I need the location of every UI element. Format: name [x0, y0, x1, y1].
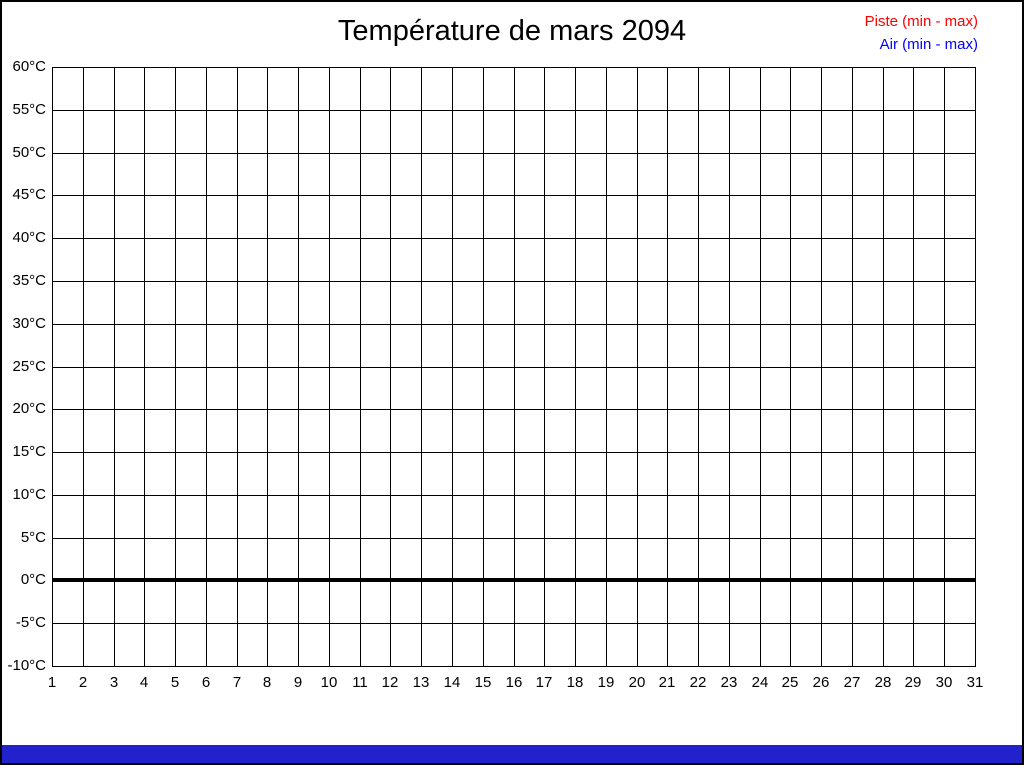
- bottom-blue-bar: [2, 745, 1022, 763]
- y-tick-label: 35°C: [12, 272, 46, 289]
- x-tick-label: 2: [78, 674, 88, 691]
- y-tick-label: 10°C: [12, 486, 46, 503]
- x-tick-label: 28: [874, 674, 892, 691]
- grid-line-vertical: [760, 67, 761, 667]
- x-tick-label: 31: [966, 674, 984, 691]
- y-tick-label: 25°C: [12, 358, 46, 375]
- grid-line-vertical: [421, 67, 422, 667]
- x-tick-label: 7: [232, 674, 242, 691]
- x-tick-label: 20: [628, 674, 646, 691]
- grid-line-vertical: [483, 67, 484, 667]
- x-tick-label: 22: [689, 674, 707, 691]
- x-tick-label: 9: [293, 674, 303, 691]
- x-tick-label: 4: [139, 674, 149, 691]
- grid-line-vertical: [637, 67, 638, 667]
- grid-line-vertical: [544, 67, 545, 667]
- x-tick-label: 5: [170, 674, 180, 691]
- grid-line-vertical: [606, 67, 607, 667]
- grid-line-vertical: [298, 67, 299, 667]
- y-tick-label: 60°C: [12, 58, 46, 75]
- y-tick-label: -5°C: [15, 614, 46, 631]
- grid-line-vertical: [237, 67, 238, 667]
- grid-line-vertical: [360, 67, 361, 667]
- grid-line-vertical: [821, 67, 822, 667]
- grid-line-vertical: [206, 67, 207, 667]
- x-tick-label: 13: [412, 674, 430, 691]
- y-tick-label: 20°C: [12, 400, 46, 417]
- x-tick-label: 25: [781, 674, 799, 691]
- y-tick-label: 30°C: [12, 315, 46, 332]
- grid-line-vertical: [83, 67, 84, 667]
- x-tick-label: 1: [47, 674, 57, 691]
- x-tick-label: 11: [352, 674, 368, 691]
- x-tick-label: 18: [566, 674, 584, 691]
- y-tick-label: 50°C: [12, 144, 46, 161]
- grid-line-vertical: [852, 67, 853, 667]
- chart-legend: Piste (min - max) Air (min - max): [865, 10, 978, 56]
- grid-line-vertical: [329, 67, 330, 667]
- grid-line-vertical: [144, 67, 145, 667]
- y-tick-label: -10°C: [7, 657, 46, 674]
- grid-line-vertical: [944, 67, 945, 667]
- x-tick-label: 6: [201, 674, 211, 691]
- x-tick-label: 30: [935, 674, 953, 691]
- grid-line-vertical: [667, 67, 668, 667]
- plot-area: [52, 67, 976, 667]
- x-tick-label: 29: [904, 674, 922, 691]
- x-tick-label: 21: [658, 674, 676, 691]
- x-tick-label: 17: [535, 674, 553, 691]
- x-tick-label: 3: [109, 674, 119, 691]
- grid-line-vertical: [452, 67, 453, 667]
- y-tick-label: 40°C: [12, 229, 46, 246]
- grid-line-vertical: [390, 67, 391, 667]
- y-tick-label: 0°C: [20, 571, 46, 588]
- grid-line-vertical: [790, 67, 791, 667]
- x-tick-label: 19: [597, 674, 615, 691]
- y-tick-label: 45°C: [12, 186, 46, 203]
- grid-line-vertical: [975, 67, 976, 667]
- grid-line-vertical: [52, 67, 53, 667]
- grid-line-vertical: [514, 67, 515, 667]
- x-tick-label: 24: [751, 674, 769, 691]
- y-tick-label: 15°C: [12, 443, 46, 460]
- legend-entry: Piste (min - max): [864, 13, 978, 30]
- grid-line-vertical: [175, 67, 176, 667]
- grid-line-vertical: [729, 67, 730, 667]
- x-tick-label: 26: [812, 674, 830, 691]
- y-tick-label: 55°C: [12, 101, 46, 118]
- y-tick-label: 5°C: [20, 529, 46, 546]
- grid-line-vertical: [267, 67, 268, 667]
- x-tick-label: 23: [720, 674, 738, 691]
- zero-degree-line: [52, 578, 976, 582]
- grid-line-vertical: [698, 67, 699, 667]
- legend-entry: Air (min - max): [879, 36, 978, 53]
- x-tick-label: 16: [505, 674, 523, 691]
- x-tick-label: 8: [262, 674, 272, 691]
- x-tick-label: 27: [843, 674, 861, 691]
- grid-line-vertical: [913, 67, 914, 667]
- grid-line-vertical: [575, 67, 576, 667]
- x-tick-label: 10: [320, 674, 338, 691]
- grid-line-vertical: [883, 67, 884, 667]
- grid-line-vertical: [114, 67, 115, 667]
- x-tick-label: 12: [381, 674, 399, 691]
- chart-title: Température de mars 2094: [337, 15, 687, 47]
- x-tick-label: 14: [443, 674, 461, 691]
- x-tick-label: 15: [474, 674, 492, 691]
